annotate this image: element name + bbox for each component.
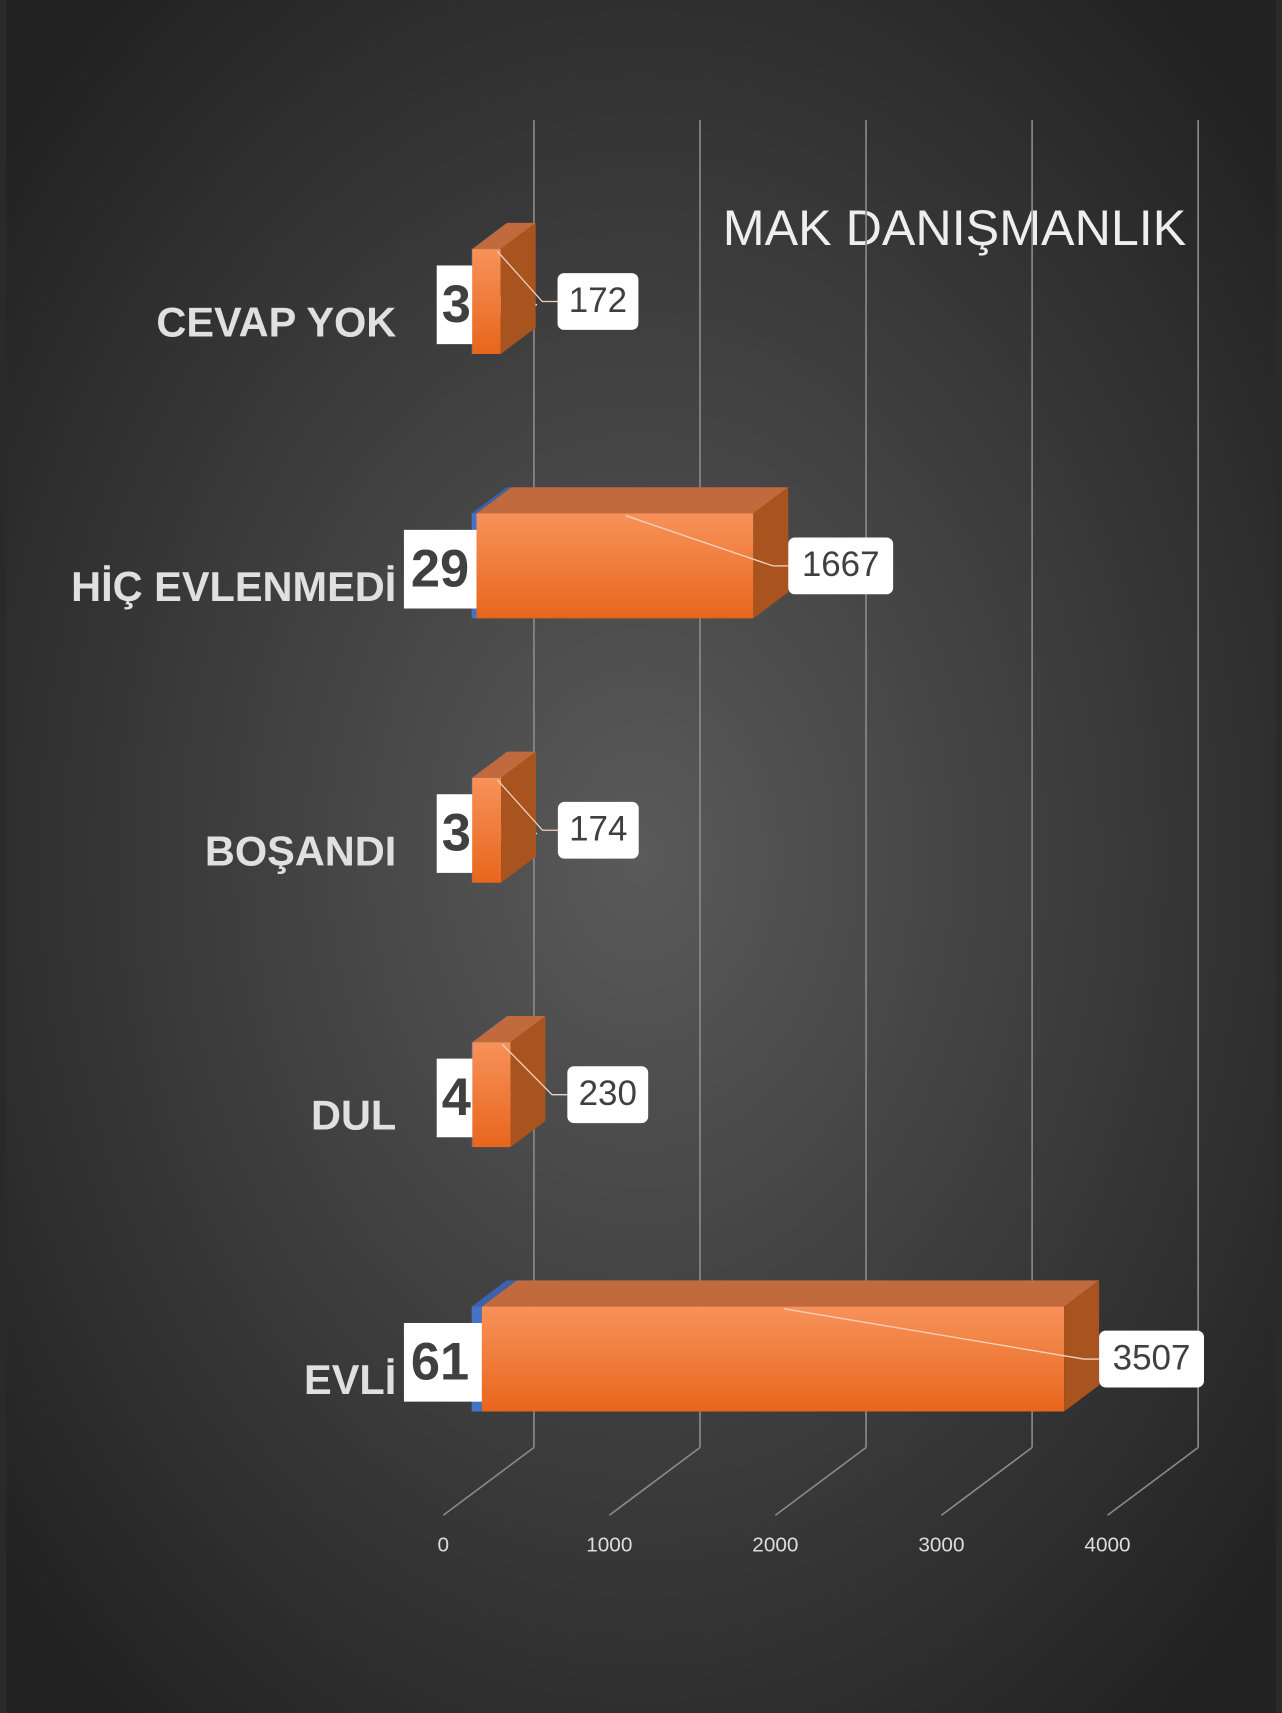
bar-top: [471, 1016, 508, 1043]
leader-line: [496, 250, 558, 303]
x-tick-label: 3000: [918, 1533, 964, 1556]
percent-box: [403, 1322, 494, 1402]
leader-line: [501, 1043, 568, 1096]
floor-line: [442, 1446, 535, 1516]
bar-side: [1064, 1280, 1100, 1412]
floor-line: [608, 1446, 701, 1516]
category-label: BOŞANDI: [205, 827, 396, 874]
x-tick-label: 1000: [586, 1533, 632, 1556]
value-label: 1667: [802, 545, 880, 584]
percent-label: 3: [442, 805, 471, 863]
value-label: 230: [579, 1074, 637, 1113]
x-tick-label: 4000: [1084, 1533, 1130, 1556]
bar-top: [472, 1016, 546, 1043]
value-label-box: [557, 273, 639, 330]
bar-top: [471, 222, 508, 250]
floor-line: [940, 1446, 1033, 1516]
bar-side: [500, 222, 536, 354]
bar-side: [510, 1016, 546, 1148]
value-label-box: [557, 801, 639, 859]
bar: [472, 1042, 511, 1148]
value-label-box: [788, 537, 894, 595]
bar: [481, 1306, 1065, 1412]
leader-line: [497, 779, 558, 831]
percent-label: 4: [442, 1069, 471, 1127]
floor-line: [1106, 1446, 1199, 1516]
leader-line: [625, 515, 789, 567]
category-label: CEVAP YOK: [156, 299, 396, 346]
floor-line: [774, 1446, 867, 1516]
bar: [472, 777, 502, 883]
category-label: HİÇ EVLENMEDİ: [71, 563, 396, 610]
x-tick-label: 0: [437, 1533, 449, 1556]
category-label: DUL: [311, 1092, 396, 1139]
category-label: EVLİ: [304, 1356, 396, 1403]
value-label: 3507: [1113, 1338, 1191, 1377]
value-label: 172: [569, 281, 627, 320]
bar-top: [472, 222, 536, 250]
bar: [476, 513, 754, 619]
percent-label: 61: [411, 1333, 469, 1391]
value-label: 174: [569, 810, 627, 849]
bar-top: [481, 1280, 1100, 1307]
percent-label: 29: [411, 540, 469, 598]
bar-top: [471, 487, 512, 514]
bar-side: [753, 487, 789, 619]
bar: [472, 249, 501, 354]
bar-top: [472, 751, 537, 778]
bar-top: [476, 487, 789, 514]
value-label-box: [567, 1066, 649, 1124]
background: [6, 0, 1276, 1713]
x-tick-label: 2000: [752, 1533, 798, 1556]
value-label-box: [1099, 1330, 1204, 1388]
bar-top: [471, 1280, 517, 1307]
bar-top: [471, 751, 508, 778]
leader-line: [783, 1308, 1100, 1360]
bar-side: [501, 751, 537, 883]
chart-title: MAK DANIŞMANLIK: [723, 200, 1187, 256]
percent-label: 3: [442, 276, 471, 334]
